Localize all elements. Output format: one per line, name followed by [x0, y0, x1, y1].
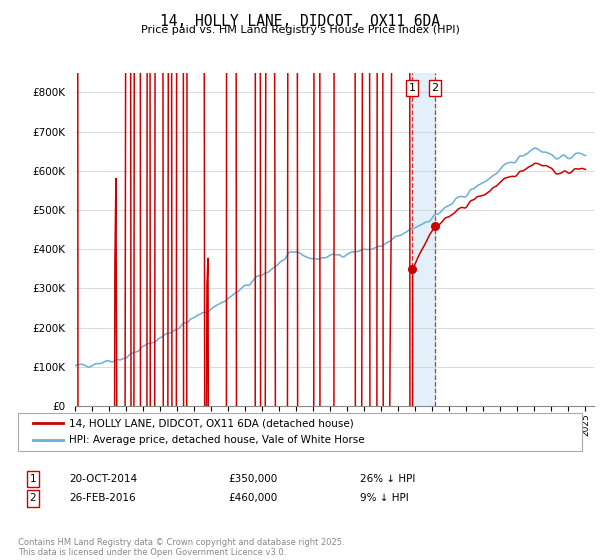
- Text: 2: 2: [431, 83, 439, 93]
- Text: 1: 1: [409, 83, 415, 93]
- Text: HPI: Average price, detached house, Vale of White Horse: HPI: Average price, detached house, Vale…: [69, 435, 365, 445]
- Text: 2: 2: [29, 493, 37, 503]
- Text: £460,000: £460,000: [228, 493, 277, 503]
- Text: 9% ↓ HPI: 9% ↓ HPI: [360, 493, 409, 503]
- Text: 26% ↓ HPI: 26% ↓ HPI: [360, 474, 415, 484]
- Text: £350,000: £350,000: [228, 474, 277, 484]
- Text: 20-OCT-2014: 20-OCT-2014: [69, 474, 137, 484]
- Text: 26-FEB-2016: 26-FEB-2016: [69, 493, 136, 503]
- Text: 1: 1: [29, 474, 37, 484]
- Bar: [412, 73, 435, 406]
- Text: Price paid vs. HM Land Registry's House Price Index (HPI): Price paid vs. HM Land Registry's House …: [140, 25, 460, 35]
- Text: Contains HM Land Registry data © Crown copyright and database right 2025.
This d: Contains HM Land Registry data © Crown c…: [18, 538, 344, 557]
- Text: 14, HOLLY LANE, DIDCOT, OX11 6DA (detached house): 14, HOLLY LANE, DIDCOT, OX11 6DA (detach…: [69, 418, 354, 428]
- Text: 14, HOLLY LANE, DIDCOT, OX11 6DA: 14, HOLLY LANE, DIDCOT, OX11 6DA: [160, 14, 440, 29]
